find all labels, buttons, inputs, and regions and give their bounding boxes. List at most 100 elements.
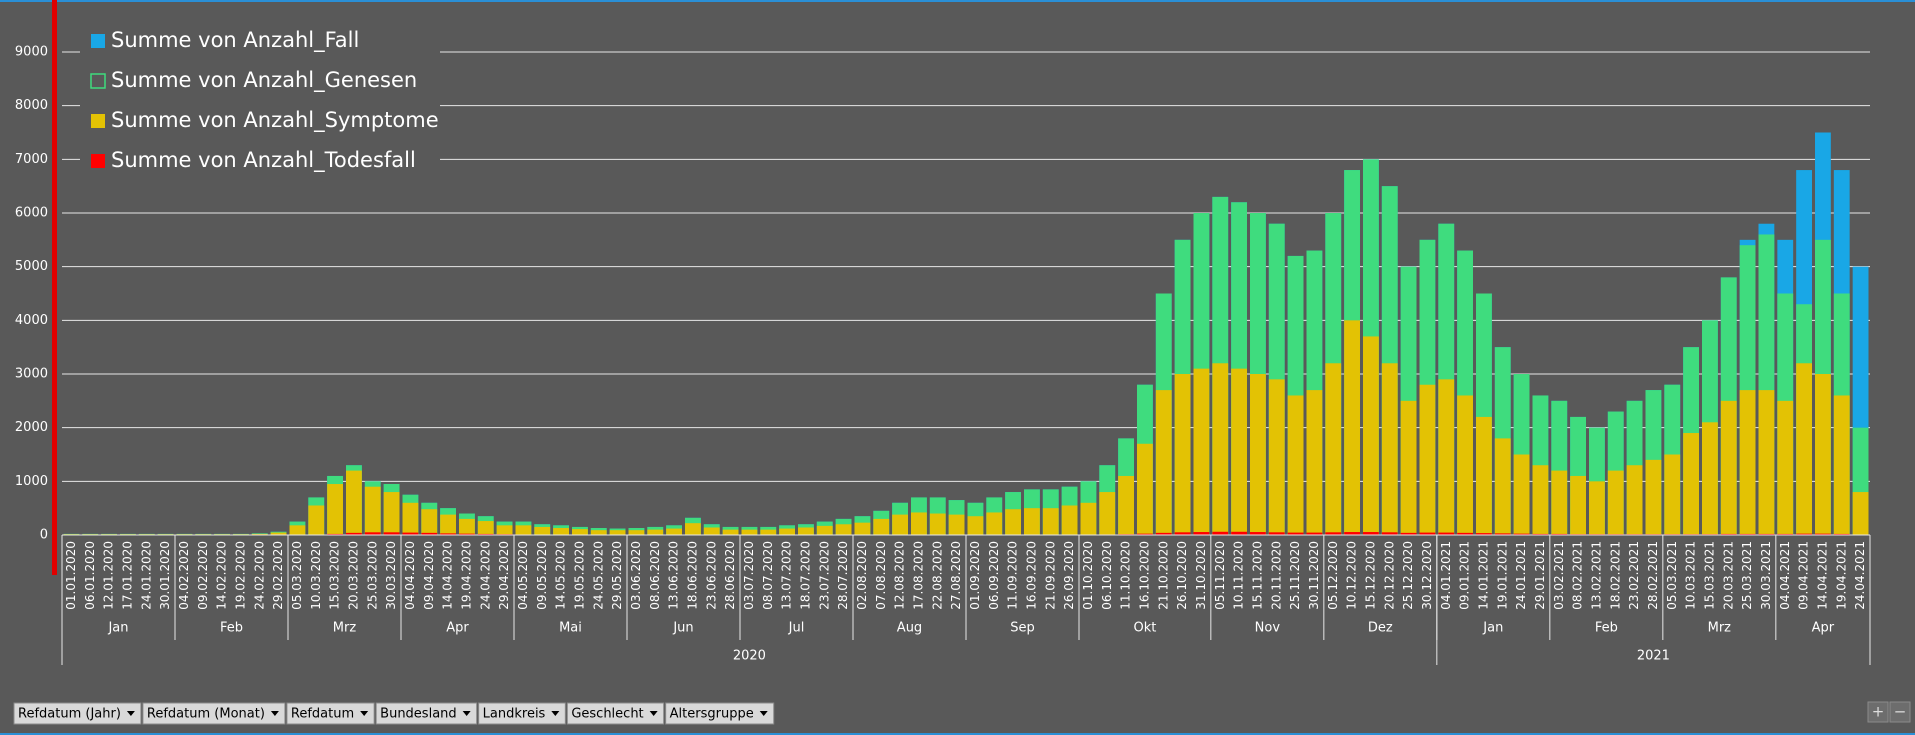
filter-button-label[interactable]: Refdatum (Jahr)	[18, 707, 121, 722]
bar	[1815, 374, 1831, 535]
filter-button[interactable]: Landkreis	[478, 702, 566, 725]
zoom-button-label[interactable]: −	[1894, 703, 1907, 721]
filter-button[interactable]: Refdatum (Monat)	[142, 702, 286, 725]
y-tick-label: 4000	[15, 313, 48, 328]
bar	[459, 518, 475, 535]
month-label: Apr	[446, 621, 469, 636]
x-tick-label: 14.01.2021	[1476, 541, 1490, 610]
filter-button-bg[interactable]	[478, 702, 566, 725]
bar	[967, 516, 984, 535]
bar	[440, 514, 456, 535]
filter-button-label[interactable]: Landkreis	[483, 707, 546, 722]
filter-button[interactable]: Geschlecht	[566, 702, 665, 725]
bar	[1287, 395, 1304, 535]
filter-button[interactable]: Altersgruppe	[665, 702, 775, 725]
legend-marker	[91, 34, 105, 48]
bar	[270, 532, 287, 535]
bar	[1174, 532, 1191, 535]
bar	[477, 533, 494, 535]
x-tick-label: 20.03.2021	[1721, 541, 1735, 610]
y-tick-label: 6000	[15, 206, 48, 221]
bar	[327, 533, 343, 535]
x-tick-label: 09.05.2020	[535, 541, 549, 610]
bar	[327, 484, 343, 535]
filter-button-label[interactable]: Altersgruppe	[670, 707, 754, 722]
filter-button-label[interactable]: Refdatum	[291, 707, 354, 722]
bar	[1476, 533, 1492, 535]
bar	[1419, 384, 1436, 535]
dropdown-arrow	[462, 711, 471, 716]
bar	[364, 532, 381, 535]
filter-button-bg[interactable]	[665, 702, 775, 725]
zoom-button-bg[interactable]	[1889, 701, 1911, 723]
filter-button-bg[interactable]	[566, 702, 665, 725]
bar	[496, 525, 513, 535]
bar	[308, 505, 325, 535]
filter-button[interactable]: Refdatum (Jahr)	[13, 702, 142, 725]
bar	[1513, 454, 1530, 535]
bar	[1570, 475, 1586, 535]
x-tick-label: 05.03.2021	[1665, 541, 1679, 610]
x-tick-label: 18.07.2020	[798, 541, 812, 610]
bottom-border	[0, 733, 1915, 735]
dropdown-arrow	[360, 711, 369, 716]
filter-button-bg[interactable]	[142, 702, 286, 725]
bar	[1438, 532, 1455, 535]
y-tick-label: 3000	[15, 367, 48, 382]
bar	[722, 529, 739, 535]
bar	[251, 533, 268, 535]
bar	[1739, 533, 1756, 535]
bar	[1852, 492, 1869, 535]
filter-button-bg[interactable]	[286, 702, 375, 725]
filter-button[interactable]: Refdatum	[286, 702, 375, 725]
zoom-button-bg[interactable]	[1867, 701, 1889, 723]
bar	[892, 514, 908, 535]
x-tick-label: 01.01.2020	[64, 541, 78, 610]
filter-button-bg[interactable]	[13, 702, 142, 725]
bar	[364, 486, 381, 535]
x-tick-label: 14.02.2020	[215, 541, 229, 610]
filter-button-label[interactable]: Refdatum (Monat)	[147, 707, 265, 722]
bar	[1193, 532, 1210, 535]
bar	[1325, 363, 1342, 535]
filter-button-bg[interactable]	[375, 702, 478, 725]
bar	[402, 502, 419, 535]
bar	[1137, 533, 1153, 535]
dropdown-arrow	[649, 711, 658, 716]
bar	[779, 528, 795, 535]
x-tick-label: 09.04.2020	[422, 541, 436, 610]
bar	[346, 532, 362, 535]
legend-box	[80, 18, 440, 178]
month-label: Dez	[1368, 621, 1393, 636]
bar	[1005, 509, 1021, 535]
bar	[1833, 533, 1850, 535]
bar	[1042, 508, 1059, 535]
y-tick-label: 0	[40, 528, 48, 543]
x-tick-label: 19.05.2020	[572, 541, 586, 610]
legend-label: Summe von Anzahl_Genesen	[111, 68, 417, 93]
x-tick-label: 15.03.2021	[1702, 541, 1716, 610]
bar	[1739, 390, 1756, 535]
bar	[1720, 400, 1737, 535]
x-tick-label: 30.03.2021	[1759, 541, 1773, 610]
x-tick-label: 21.10.2020	[1156, 541, 1170, 610]
x-tick-label: 15.11.2020	[1250, 541, 1264, 610]
month-label: Jul	[788, 621, 805, 636]
x-tick-label: 26.10.2020	[1175, 541, 1189, 610]
x-tick-label: 13.02.2021	[1589, 541, 1603, 610]
x-tick-label: 20.12.2020	[1382, 541, 1396, 610]
bar	[1796, 363, 1812, 535]
month-label: Mrz	[333, 621, 357, 636]
year-label: 2020	[733, 649, 766, 664]
zoom-button-label[interactable]: +	[1872, 703, 1885, 721]
bar	[647, 529, 664, 535]
x-tick-label: 14.04.2020	[441, 541, 455, 610]
filter-button-label[interactable]: Geschlecht	[571, 707, 643, 722]
bar	[383, 492, 400, 535]
filter-button[interactable]: Bundesland	[375, 702, 478, 725]
bar	[703, 527, 720, 535]
filter-button-label[interactable]: Bundesland	[380, 707, 457, 722]
x-tick-label: 14.05.2020	[554, 541, 568, 610]
x-tick-label: 30.12.2020	[1420, 541, 1434, 610]
bar	[1212, 531, 1229, 535]
